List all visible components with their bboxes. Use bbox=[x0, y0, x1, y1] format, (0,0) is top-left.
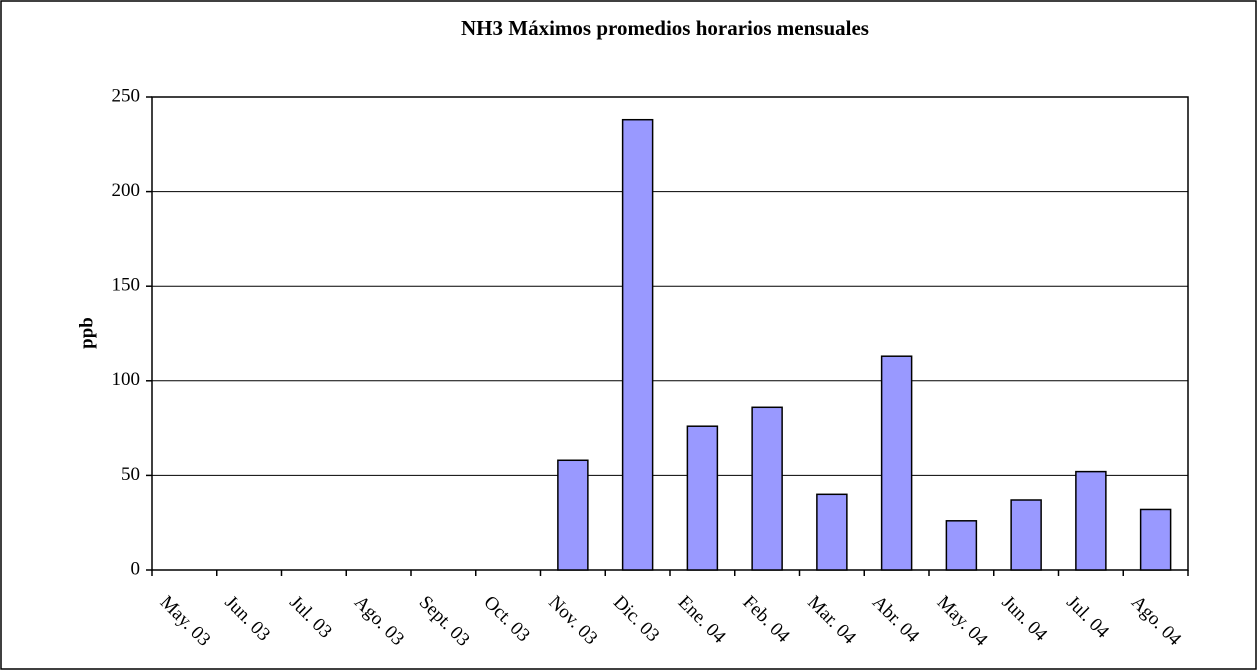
bar bbox=[1075, 470, 1107, 571]
y-tick-label: 100 bbox=[112, 369, 141, 390]
y-tick-label: 250 bbox=[112, 85, 141, 106]
bar bbox=[621, 118, 654, 571]
bar bbox=[1010, 499, 1042, 571]
y-axis-label: ppb bbox=[76, 317, 97, 349]
bar bbox=[880, 355, 913, 571]
bar bbox=[1139, 508, 1172, 571]
bar bbox=[945, 520, 978, 571]
y-tick-label: 150 bbox=[112, 275, 141, 296]
y-tick-label: 0 bbox=[131, 558, 141, 579]
bar bbox=[751, 406, 783, 571]
y-tick-label: 50 bbox=[121, 464, 140, 485]
bar bbox=[686, 425, 719, 571]
bar bbox=[816, 493, 848, 571]
bar bbox=[557, 459, 589, 571]
y-tick-label: 200 bbox=[112, 180, 141, 201]
chart-title: NH3 Máximos promedios horarios mensuales bbox=[461, 16, 869, 40]
